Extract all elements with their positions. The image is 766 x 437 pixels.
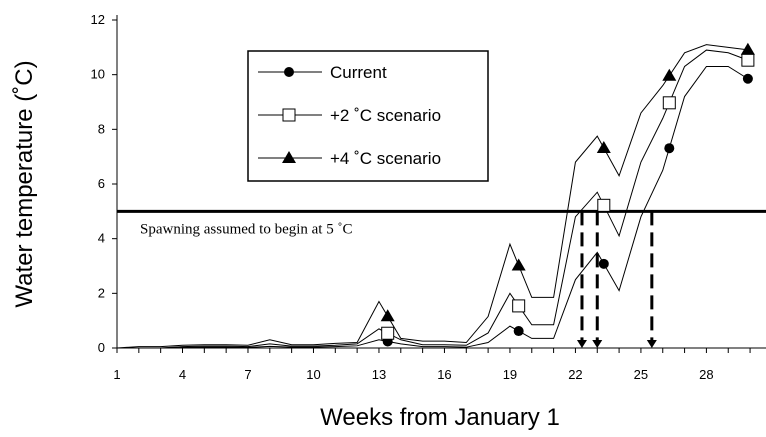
y-tick-label: 2 bbox=[98, 285, 105, 300]
legend-label: +2 ˚C scenario bbox=[330, 106, 441, 125]
x-tick-label: 16 bbox=[437, 367, 451, 382]
series-line bbox=[116, 44, 751, 349]
x-tick-label: 13 bbox=[372, 367, 386, 382]
data-point bbox=[741, 53, 755, 67]
legend-marker bbox=[282, 151, 296, 163]
axes bbox=[116, 15, 766, 349]
series-1 bbox=[117, 49, 755, 349]
data-point bbox=[513, 326, 524, 337]
legend-label: +4 ˚C scenario bbox=[330, 149, 441, 168]
x-tick-label: 10 bbox=[306, 367, 320, 382]
series-line bbox=[117, 49, 751, 349]
data-point bbox=[662, 68, 677, 81]
y-tick-label: 10 bbox=[91, 67, 105, 82]
spawning-arrowhead bbox=[592, 340, 603, 348]
legend-marker bbox=[282, 108, 296, 122]
series-2 bbox=[116, 42, 755, 349]
x-axis-title: Weeks from January 1 bbox=[320, 404, 560, 431]
data-point bbox=[512, 299, 526, 313]
data-point bbox=[742, 73, 753, 84]
y-tick-label: 4 bbox=[98, 231, 105, 246]
data-point bbox=[740, 42, 755, 55]
spawning-arrowhead bbox=[646, 340, 657, 348]
data-point bbox=[381, 326, 395, 340]
series-line bbox=[117, 65, 751, 349]
legend-label: Current bbox=[330, 63, 387, 82]
x-tick-label: 1 bbox=[113, 367, 120, 382]
data-point bbox=[662, 96, 676, 110]
x-tick-label: 28 bbox=[699, 367, 713, 382]
data-point bbox=[380, 309, 395, 322]
x-tick-label: 7 bbox=[244, 367, 251, 382]
y-tick-label: 8 bbox=[98, 121, 105, 136]
x-tick-label: 22 bbox=[568, 367, 582, 382]
spawning-markers bbox=[576, 211, 657, 348]
y-tick-label: 12 bbox=[91, 12, 105, 27]
data-point bbox=[598, 258, 609, 269]
data-point bbox=[597, 198, 611, 212]
legend-entry: +2 ˚C scenario bbox=[258, 106, 441, 125]
legend-entry: +4 ˚C scenario bbox=[258, 149, 441, 168]
threshold: Spawning assumed to begin at 5 ˚C bbox=[117, 209, 766, 237]
x-tick-label: 25 bbox=[634, 367, 648, 382]
legend: Current +2 ˚C scenario +4 ˚C scenario bbox=[247, 50, 489, 182]
data-point bbox=[664, 143, 675, 154]
legend-entry: Current bbox=[258, 63, 387, 82]
legend-marker bbox=[284, 67, 294, 77]
x-tick-label: 4 bbox=[179, 367, 186, 382]
y-tick-label: 6 bbox=[98, 176, 105, 191]
spawning-arrowhead bbox=[576, 340, 587, 348]
data-point bbox=[511, 258, 526, 271]
series-group bbox=[116, 42, 755, 349]
series-0 bbox=[117, 65, 753, 349]
x-tick-label: 19 bbox=[503, 367, 517, 382]
threshold-label: Spawning assumed to begin at 5 ˚C bbox=[140, 221, 352, 237]
data-point bbox=[596, 141, 611, 154]
y-axis-title: Water temperature (˚C) bbox=[11, 60, 38, 307]
y-tick-label: 0 bbox=[98, 340, 105, 355]
